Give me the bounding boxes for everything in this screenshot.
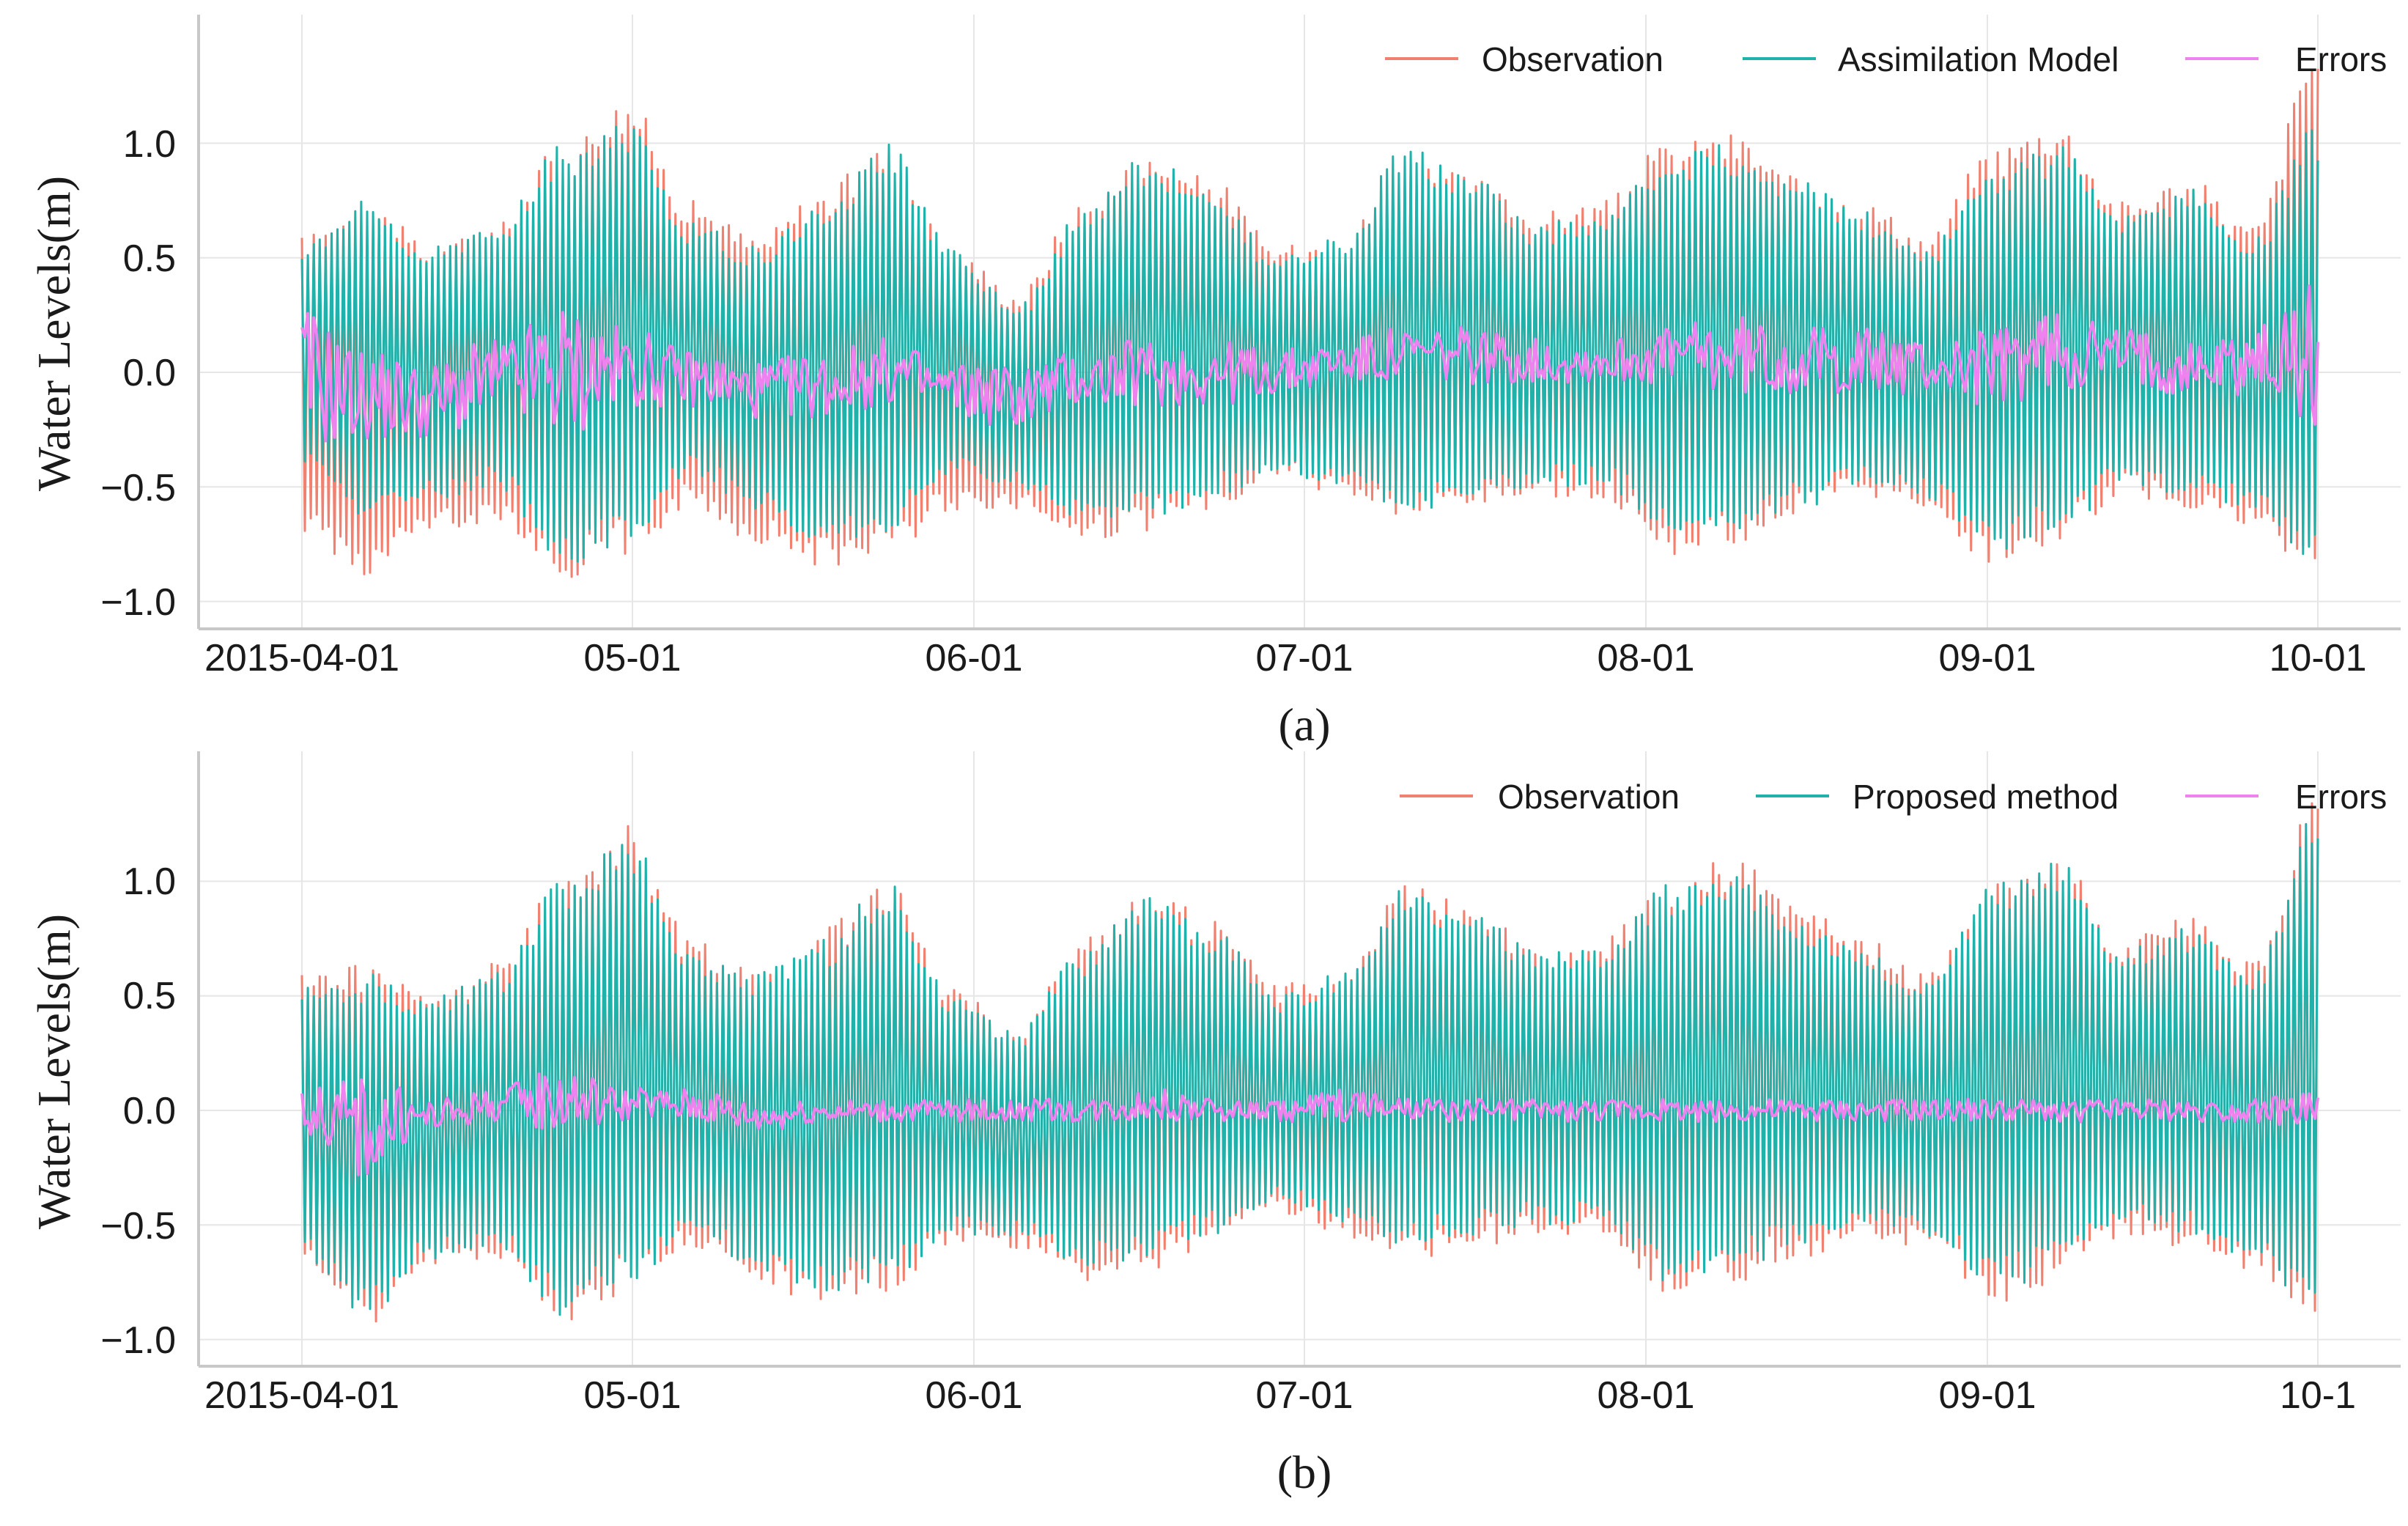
- series-line-errors: [300, 1072, 2319, 1176]
- panel-a-xtick-label: 2015-04-01: [204, 637, 399, 679]
- series-line-errors: [300, 284, 2319, 443]
- panel-a-ytick-label: 1.0: [123, 123, 176, 166]
- legend-label-errors: Errors: [2295, 778, 2387, 816]
- panel-b-caption: (b): [1277, 1446, 1332, 1498]
- panel-b-xtick-label: 07-01: [1256, 1374, 1353, 1417]
- panel-a-xtick-label: 09-01: [1939, 637, 2036, 679]
- panel-a-xtick-label: 07-01: [1256, 637, 1353, 679]
- panel-a-ytick-label: −1.0: [100, 581, 176, 624]
- legend-label-errors: Errors: [2295, 40, 2387, 78]
- panel-b-xtick-label: 09-01: [1939, 1374, 2036, 1417]
- series-line-proposed-method: [300, 822, 2319, 1316]
- panel-a-ytick-label: −0.5: [100, 467, 176, 509]
- panel-a-xtick-label: 08-01: [1598, 637, 1695, 679]
- panel-b-legend: Observation Proposed method Errors: [1400, 778, 2387, 816]
- panel-b-xtick-label: 06-01: [926, 1374, 1023, 1417]
- panel-a-xtick-label: 05-01: [584, 637, 682, 679]
- legend-label-observation: Observation: [1482, 40, 1663, 78]
- panel-b-y-axis-label: Water Levels(m): [28, 914, 80, 1229]
- panel-a-ytick-label: 0.5: [123, 237, 176, 280]
- panel-b-ytick-label: 0.0: [123, 1090, 176, 1132]
- panel-b-xtick-label: 08-01: [1598, 1374, 1695, 1417]
- panel-b-ytick-label: −1.0: [100, 1319, 176, 1362]
- panel-b-ytick-label: 0.5: [123, 975, 176, 1017]
- panel-a-chart: 1.0 0.5 0.0 −0.5 −1.0 Water Levels(m) 20…: [28, 15, 2401, 751]
- panel-b-ytick-label: −0.5: [100, 1205, 176, 1247]
- panel-b-xtick-label: 10-1: [2280, 1374, 2356, 1417]
- panel-a-legend: Observation Assimilation Model Errors: [1385, 40, 2387, 78]
- panel-a-y-axis-label: Water Levels(m): [28, 176, 80, 491]
- legend-label-proposed: Proposed method: [1853, 778, 2119, 816]
- panel-b-xtick-label: 05-01: [584, 1374, 682, 1417]
- panel-b-ytick-label: 1.0: [123, 860, 176, 903]
- panel-a-ytick-label: 0.0: [123, 352, 176, 394]
- legend-label-model: Assimilation Model: [1838, 40, 2119, 78]
- panel-b-plot-area: [300, 802, 2319, 1323]
- panel-a-xtick-label: 10-01: [2269, 637, 2367, 679]
- panel-b-xtick-label: 2015-04-01: [204, 1374, 399, 1417]
- legend-label-observation: Observation: [1498, 778, 1680, 816]
- panel-a-xtick-label: 06-01: [926, 637, 1023, 679]
- panel-a-plot-area: [300, 68, 2319, 578]
- panel-a-caption: (a): [1278, 699, 1330, 751]
- panel-b-chart: 1.0 0.5 0.0 −0.5 −1.0 Water Levels(m) 20…: [28, 751, 2401, 1498]
